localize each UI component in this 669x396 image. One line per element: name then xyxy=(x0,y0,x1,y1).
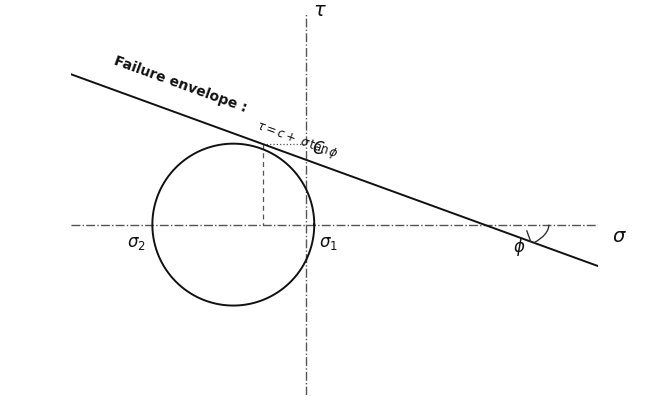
Text: $\sigma_1$: $\sigma_1$ xyxy=(319,234,338,251)
Text: Failure envelope :: Failure envelope : xyxy=(112,54,249,115)
Text: $\tau = c +\ \sigma\,\tan\phi$: $\tau = c +\ \sigma\,\tan\phi$ xyxy=(254,118,340,163)
Text: C: C xyxy=(312,140,324,158)
Text: $\sigma_2$: $\sigma_2$ xyxy=(128,234,147,251)
Text: $\phi$: $\phi$ xyxy=(514,236,526,258)
Text: $\sigma$: $\sigma$ xyxy=(611,227,627,246)
Text: $\tau$: $\tau$ xyxy=(314,0,327,19)
